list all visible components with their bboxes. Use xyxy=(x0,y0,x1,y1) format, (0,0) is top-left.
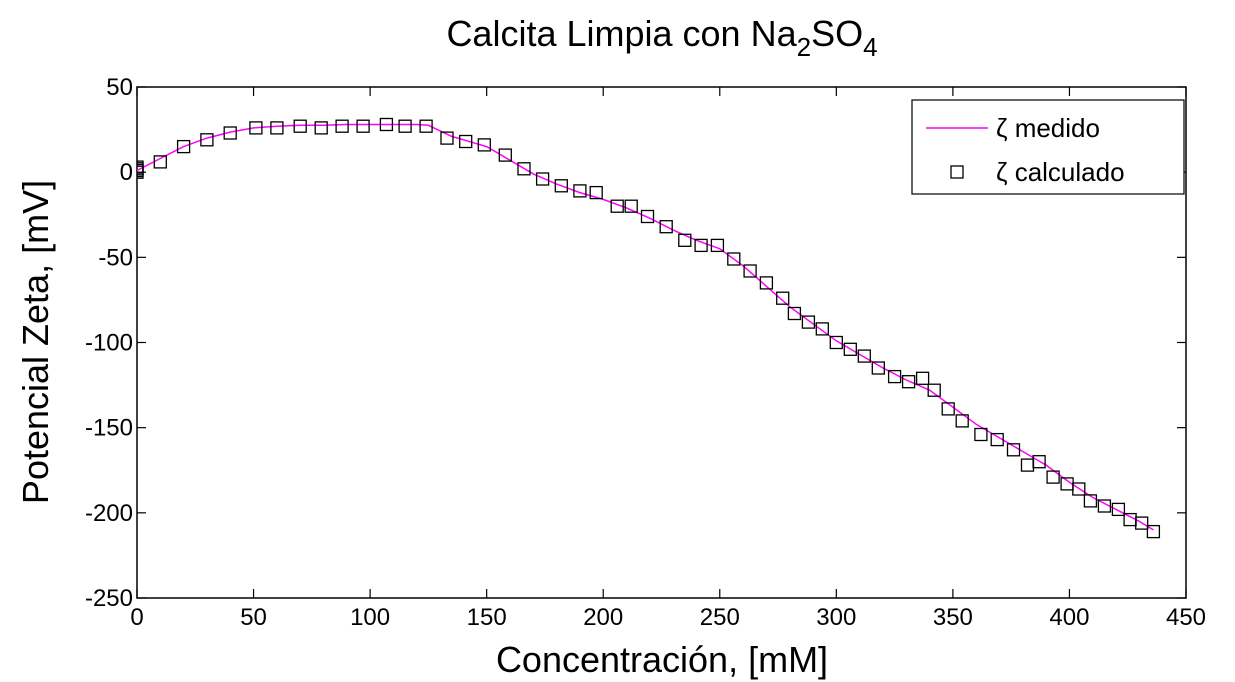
data-point-calculado xyxy=(915,371,930,385)
data-point-calculado xyxy=(176,139,191,154)
data-point-calculado xyxy=(477,138,491,152)
data-point-calculado xyxy=(137,160,144,174)
y-axis-tick-labels: 50 0 -50 -100 -150 -200 -250 xyxy=(85,74,133,612)
data-point-calculado xyxy=(379,117,394,132)
data-point-calculado xyxy=(589,185,603,200)
data-point-calculado xyxy=(314,121,328,135)
y-axis-label: Potencial Zeta, [mV] xyxy=(15,180,56,504)
x-tick-label: 200 xyxy=(583,604,623,631)
data-point-calculado xyxy=(419,119,433,133)
data-point-calculado xyxy=(1097,499,1112,513)
data-point-calculado xyxy=(554,179,568,193)
data-point-calculado xyxy=(887,369,902,384)
data-point-calculado xyxy=(624,199,638,213)
data-point-calculado xyxy=(517,162,531,176)
data-point-calculado xyxy=(640,209,655,224)
legend-label-medido: ζ medido xyxy=(996,113,1100,143)
data-point-calculado xyxy=(1135,516,1149,530)
chart-title-subscript-1: 2 xyxy=(797,32,811,62)
data-point-calculado xyxy=(659,220,673,234)
x-tick-label: 300 xyxy=(816,604,856,631)
data-point-calculado xyxy=(743,264,757,278)
x-axis-label: Concentración, [mM] xyxy=(496,639,828,680)
data-point-calculado xyxy=(1006,443,1021,457)
series-line-medido xyxy=(137,123,1154,531)
chart-title-middle: SO xyxy=(811,13,863,54)
data-point-calculado xyxy=(727,252,741,266)
x-tick-label: 150 xyxy=(467,604,507,631)
data-point-calculado xyxy=(787,306,802,321)
data-point-calculado xyxy=(990,432,1004,447)
data-point-calculado xyxy=(857,349,871,363)
chart-title-prefix: Calcita Limpia con Na xyxy=(446,13,797,54)
data-point-calculado xyxy=(678,233,692,247)
data-point-calculado xyxy=(1083,494,1098,508)
x-tick-label: 450 xyxy=(1166,604,1206,631)
y-tick-label: -100 xyxy=(85,330,133,357)
chart-title-subscript-2: 4 xyxy=(863,32,877,62)
data-point-calculado xyxy=(927,383,941,397)
data-point-calculado xyxy=(801,315,816,329)
data-point-calculado xyxy=(1146,524,1161,539)
data-point-calculado xyxy=(955,414,969,428)
y-tick-label: 50 xyxy=(106,74,133,101)
x-tick-label: 50 xyxy=(240,604,267,631)
data-point-calculado xyxy=(440,131,454,145)
chart-title: Calcita Limpia con Na2SO4 xyxy=(446,13,877,62)
data-point-calculado xyxy=(223,126,237,140)
legend: ζ medido ζ calculado xyxy=(911,99,1185,195)
data-point-calculado xyxy=(535,172,550,186)
data-point-calculado xyxy=(200,133,214,147)
y-tick-label: -250 xyxy=(85,585,133,612)
data-point-calculado xyxy=(498,148,512,162)
data-point-calculado xyxy=(270,121,284,135)
data-point-calculado xyxy=(759,276,774,290)
data-point-calculado xyxy=(710,238,725,253)
data-point-calculado xyxy=(776,291,790,305)
legend-swatch-calculado xyxy=(950,165,964,179)
x-tick-label: 400 xyxy=(1049,604,1089,631)
data-point-calculado xyxy=(610,199,624,213)
axis-ticks xyxy=(136,86,1187,599)
data-point-calculado xyxy=(335,119,349,133)
data-point-calculado xyxy=(293,119,307,133)
data-point-calculado xyxy=(829,335,843,350)
data-point-calculado xyxy=(871,361,885,375)
y-tick-label: -50 xyxy=(98,244,133,271)
series-layer xyxy=(137,117,1161,539)
x-tick-label: 100 xyxy=(350,604,390,631)
data-point-calculado xyxy=(153,155,167,169)
x-tick-label: 250 xyxy=(700,604,740,631)
data-point-calculado xyxy=(901,375,916,389)
data-point-calculado xyxy=(1111,502,1126,517)
data-point-calculado xyxy=(573,184,587,198)
data-point-calculado xyxy=(1032,455,1046,469)
x-axis-tick-labels: 0 50 100 150 200 250 300 350 400 450 xyxy=(130,604,1206,631)
data-point-calculado xyxy=(815,322,829,336)
series-markers-calculado xyxy=(137,117,1161,539)
y-tick-label: 0 xyxy=(120,159,133,186)
data-point-calculado xyxy=(1072,482,1086,496)
data-point-calculado xyxy=(398,119,412,133)
x-tick-label: 350 xyxy=(933,604,973,631)
data-point-calculado xyxy=(459,134,473,149)
data-point-calculado xyxy=(249,121,263,135)
data-point-calculado xyxy=(843,342,857,356)
data-point-calculado xyxy=(694,238,708,253)
x-tick-label: 0 xyxy=(130,604,143,631)
y-tick-label: -200 xyxy=(85,500,133,527)
data-point-calculado xyxy=(974,427,988,442)
y-tick-label: -150 xyxy=(85,415,133,442)
legend-label-calculado: ζ calculado xyxy=(996,157,1125,187)
data-point-calculado xyxy=(1046,470,1060,484)
data-point-calculado xyxy=(941,402,955,416)
data-point-calculado xyxy=(356,119,370,133)
